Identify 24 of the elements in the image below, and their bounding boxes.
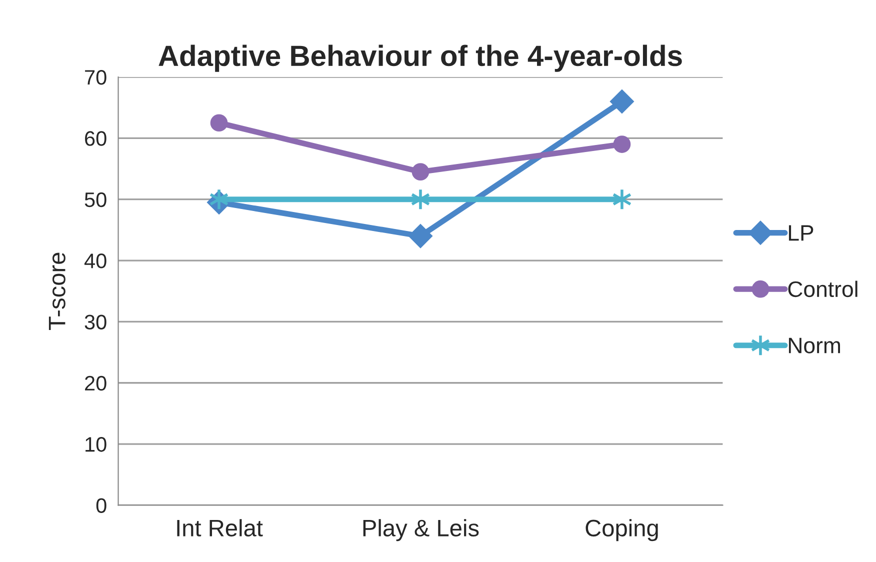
chart-title: Adaptive Behaviour of the 4-year-olds (158, 44, 682, 72)
y-tick-label: 40 (84, 254, 106, 268)
y-tick-label: 10 (86, 437, 106, 452)
point (410, 188, 430, 210)
point (610, 90, 634, 114)
y-tick-label: 0 (96, 498, 106, 513)
point (210, 114, 228, 132)
y-tick-label: 30 (84, 314, 106, 330)
y-tick-label: 60 (85, 131, 106, 146)
legend-label: Norm (788, 338, 840, 354)
y-tick-label: 50 (84, 192, 106, 208)
x-tick-label: Coping (586, 519, 658, 542)
y-tick-label: 20 (85, 376, 106, 391)
x-tick-label: Int Relat (177, 519, 263, 536)
point (612, 188, 632, 210)
legend-label: Control (788, 280, 858, 298)
point (613, 136, 631, 153)
y-axis-title: T-score (48, 252, 66, 330)
point (412, 163, 430, 181)
point (408, 224, 432, 248)
legend-label: LP (788, 225, 814, 241)
point (209, 188, 229, 210)
x-tick-label: Play & Leis (363, 519, 479, 542)
y-tick-label: 70 (85, 70, 106, 85)
